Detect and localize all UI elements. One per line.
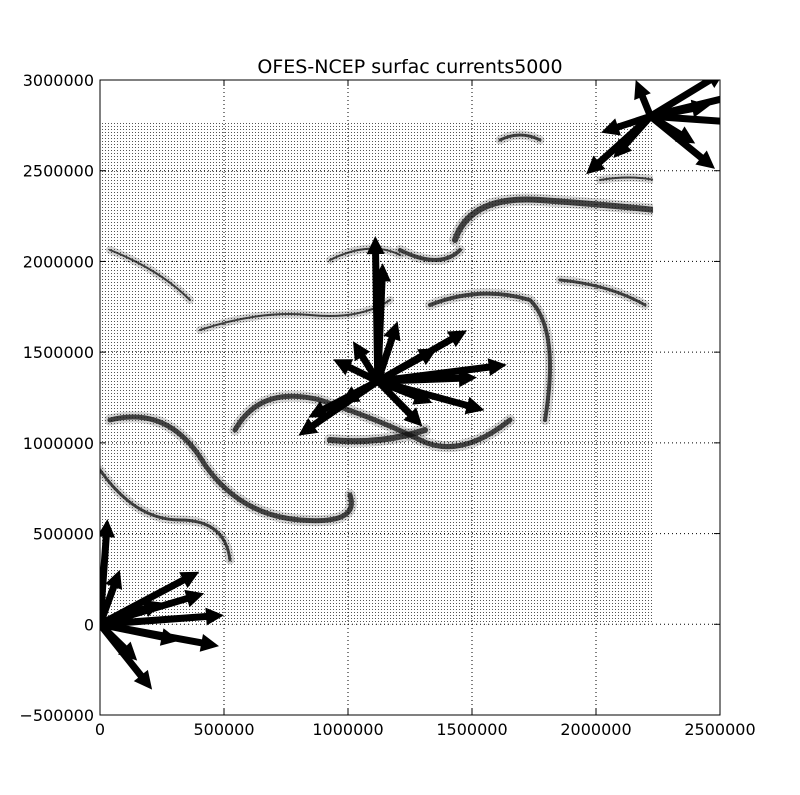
y-tick-label: 3000000 bbox=[23, 71, 94, 90]
arrow-top-right-8 bbox=[601, 113, 652, 136]
chart-title: OFES-NCEP surfac currents5000 bbox=[257, 56, 562, 78]
arrow-top-right-7 bbox=[648, 113, 696, 144]
y-tick-label: 1500000 bbox=[23, 343, 94, 362]
x-tick-label: 2500000 bbox=[684, 720, 755, 739]
grid-lines bbox=[100, 80, 720, 715]
x-tick-label: 1500000 bbox=[436, 720, 507, 739]
plot-area bbox=[100, 121, 654, 625]
x-tick-label: 2000000 bbox=[560, 720, 631, 739]
arrow-origin-9 bbox=[100, 600, 162, 628]
arrow-top-right-9 bbox=[649, 99, 711, 120]
y-tick-label: 1000000 bbox=[23, 434, 94, 453]
arrow-center-8 bbox=[376, 330, 467, 385]
plot-frame bbox=[99, 79, 721, 716]
y-tick-label: −500000 bbox=[20, 706, 94, 725]
arrow-layer bbox=[100, 80, 720, 690]
arrow-top-right-6 bbox=[634, 80, 654, 118]
arrow-origin-7 bbox=[100, 569, 123, 626]
x-tick-label: 0 bbox=[95, 720, 105, 739]
arrow-top-right-1 bbox=[613, 114, 654, 158]
y-tick-label: 2000000 bbox=[23, 252, 94, 271]
y-tick-label: 0 bbox=[84, 615, 94, 634]
arrow-origin-6 bbox=[100, 620, 180, 646]
arrow-center-14 bbox=[376, 377, 433, 405]
arrow-top-right-5 bbox=[648, 80, 720, 120]
arrow-center-10 bbox=[374, 321, 401, 383]
current-streaks bbox=[100, 130, 654, 565]
arrow-center-11 bbox=[377, 369, 477, 388]
x-tick-label: 500000 bbox=[193, 720, 254, 739]
arrow-center-4 bbox=[376, 377, 485, 415]
arrow-origin-10 bbox=[100, 591, 107, 625]
y-tick-label: 2500000 bbox=[23, 162, 94, 181]
arrow-center-1 bbox=[373, 263, 391, 382]
arrow-center-13 bbox=[353, 341, 381, 383]
axis-ticks: 0 500000 1000000 1500000 2000000 2500000 −5000… bbox=[20, 71, 756, 739]
arrow-center-12 bbox=[308, 378, 380, 418]
arrow-origin-2 bbox=[100, 607, 224, 628]
arrow-center-9 bbox=[333, 359, 380, 385]
arrow-origin-8 bbox=[100, 621, 138, 661]
y-tick-label: 500000 bbox=[33, 525, 94, 544]
x-tick-label: 1000000 bbox=[312, 720, 383, 739]
arrow-center-7 bbox=[375, 378, 423, 427]
